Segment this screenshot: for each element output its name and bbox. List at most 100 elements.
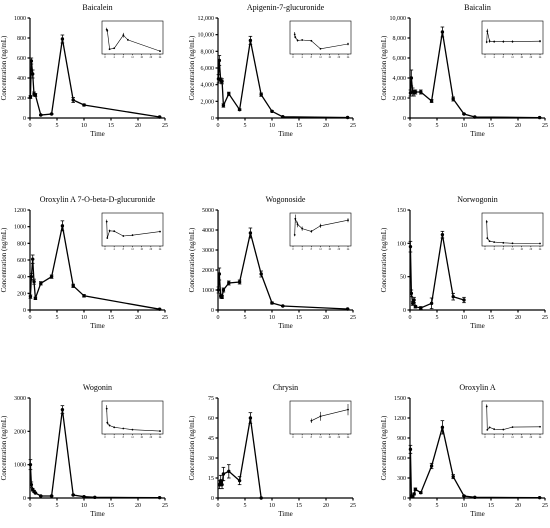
inset-x-tick-label: 20 bbox=[150, 56, 153, 59]
x-axis-label: Time bbox=[470, 510, 485, 518]
data-point bbox=[248, 416, 253, 420]
x-tick-label: 5 bbox=[244, 315, 247, 321]
y-tick-label: 200 bbox=[17, 291, 26, 297]
x-tick-label: 25 bbox=[350, 123, 356, 129]
inset-x-tick-label: 8 bbox=[123, 248, 125, 251]
inset-x-tick-label: 20 bbox=[530, 56, 533, 59]
inset-x-tick-label: 24 bbox=[539, 436, 542, 439]
inset-x-tick-label: 0 bbox=[484, 248, 486, 251]
inset-x-tick-label: 0 bbox=[484, 436, 486, 439]
data-point bbox=[49, 112, 54, 116]
y-tick-label: 200 bbox=[17, 96, 26, 102]
y-tick-label: 400 bbox=[17, 76, 26, 82]
inset-x-tick-label: 16 bbox=[520, 248, 523, 251]
y-tick-label: 0 bbox=[403, 496, 406, 502]
data-point bbox=[473, 495, 477, 500]
data-point bbox=[157, 115, 162, 119]
data-point bbox=[39, 113, 43, 117]
inset-x-tick-label: 4 bbox=[114, 436, 116, 439]
y-tick-label: 1200 bbox=[394, 416, 406, 422]
panel-title: Apigenin-7-glucuronide bbox=[247, 3, 325, 12]
data-point bbox=[270, 301, 274, 305]
x-tick-label: 5 bbox=[244, 123, 247, 129]
data-point bbox=[28, 294, 33, 299]
inset-x-tick-label: 0 bbox=[292, 248, 294, 251]
y-tick-label: 50 bbox=[400, 275, 406, 281]
inset-frame bbox=[289, 212, 352, 247]
inset-data-point bbox=[485, 405, 488, 408]
x-tick-label: 5 bbox=[56, 123, 59, 129]
y-tick-label: 10,000 bbox=[390, 16, 407, 22]
data-point bbox=[345, 307, 350, 311]
y-tick-label: 1000 bbox=[14, 16, 26, 22]
data-point bbox=[28, 95, 33, 99]
x-axis-label: Time bbox=[90, 322, 105, 330]
x-tick-label: 5 bbox=[436, 315, 439, 321]
inset-data-point bbox=[502, 241, 505, 244]
y-axis-label: Concentration (ng/mL) bbox=[188, 227, 196, 292]
inset-x-tick-label: 24 bbox=[539, 248, 542, 251]
x-axis-label: Time bbox=[278, 130, 293, 138]
panel-6: Norwogonin 0 50 100 150 0 5 10 15 20 25 Time Concent… bbox=[380, 195, 548, 330]
y-axis-label: Concentration (ng/mL) bbox=[188, 35, 196, 100]
inset-x-tick-label: 4 bbox=[302, 436, 304, 439]
x-axis-label: Time bbox=[470, 322, 485, 330]
data-point bbox=[451, 97, 455, 101]
data-point bbox=[221, 103, 226, 108]
inset-x-tick-label: 0 bbox=[104, 436, 106, 439]
data-point bbox=[408, 244, 413, 249]
y-tick-label: 60 bbox=[208, 416, 214, 422]
data-point bbox=[281, 304, 285, 308]
inset-data-point bbox=[539, 40, 541, 43]
data-point bbox=[537, 115, 542, 120]
inset-data-point bbox=[485, 41, 488, 43]
x-tick-label: 0 bbox=[29, 123, 32, 129]
inset-data-point bbox=[113, 230, 116, 233]
y-tick-label: 1000 bbox=[14, 463, 26, 469]
data-point bbox=[31, 257, 35, 261]
y-tick-label: 2000 bbox=[202, 268, 214, 274]
y-tick-label: 4,000 bbox=[393, 76, 407, 82]
data-point bbox=[227, 281, 231, 285]
data-point bbox=[157, 307, 162, 311]
y-tick-label: 1000 bbox=[14, 225, 26, 231]
data-point bbox=[60, 407, 65, 412]
data-point bbox=[28, 462, 33, 467]
inset-data-point bbox=[301, 39, 304, 41]
inset-x-tick-label: 20 bbox=[150, 248, 153, 251]
data-point bbox=[220, 482, 224, 487]
data-point bbox=[281, 115, 285, 119]
y-tick-label: 8,000 bbox=[201, 49, 215, 55]
y-tick-label: 6,000 bbox=[393, 56, 407, 62]
inset-data-point bbox=[301, 227, 304, 230]
y-axis-label: Concentration (ng/mL) bbox=[380, 227, 388, 292]
x-tick-label: 20 bbox=[135, 123, 141, 129]
x-tick-label: 10 bbox=[269, 503, 275, 509]
inset-data-point bbox=[131, 234, 134, 237]
inset-x-tick-label: 12 bbox=[131, 56, 134, 59]
inset-data-point bbox=[511, 426, 514, 428]
x-tick-label: 20 bbox=[515, 123, 521, 129]
data-point bbox=[93, 495, 97, 500]
x-tick-label: 15 bbox=[488, 123, 494, 129]
y-tick-label: 400 bbox=[17, 275, 26, 281]
panel-5: Wogonoside 0 1000 2000 3000 4000 5000 0 5 10 15 20 2… bbox=[188, 195, 356, 330]
data-point bbox=[39, 281, 43, 286]
inset-data-point bbox=[502, 428, 505, 431]
data-point bbox=[413, 487, 418, 492]
inset-x-tick-label: 0 bbox=[104, 248, 106, 251]
data-point bbox=[49, 494, 54, 498]
y-axis-label: Concentration (ng/mL) bbox=[0, 227, 8, 292]
x-tick-label: 10 bbox=[461, 123, 467, 129]
x-tick-label: 15 bbox=[108, 315, 114, 321]
inset-x-tick-label: 20 bbox=[150, 436, 153, 439]
data-point bbox=[429, 301, 434, 306]
inset-x-tick-label: 0 bbox=[292, 56, 294, 59]
inset-data-point bbox=[493, 40, 496, 43]
inset-data-point bbox=[293, 234, 296, 236]
inset-x-tick-label: 12 bbox=[511, 56, 514, 59]
y-tick-label: 900 bbox=[397, 436, 406, 442]
y-tick-label: 600 bbox=[397, 456, 406, 462]
y-tick-label: 75 bbox=[208, 396, 214, 402]
inset-data-point bbox=[131, 428, 134, 431]
